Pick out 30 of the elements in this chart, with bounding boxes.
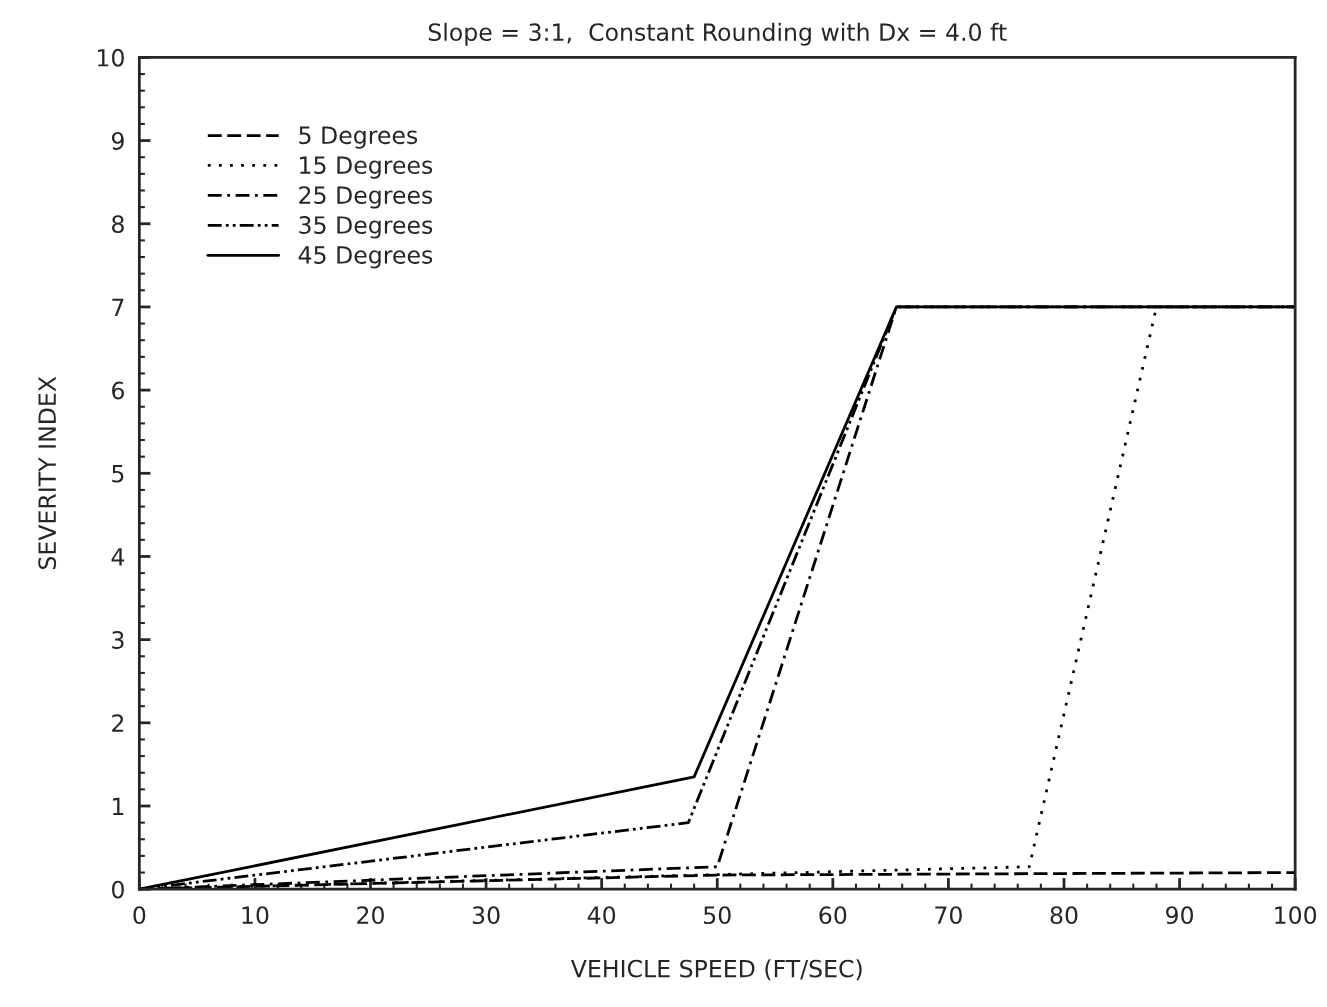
x-tick-label: 50 bbox=[704, 906, 731, 925]
y-axis-title: SEVERITY INDEX bbox=[38, 376, 57, 570]
y-tick-label: 2 bbox=[112, 714, 124, 732]
x-tick-label: 70 bbox=[935, 906, 962, 925]
y-tick-label: 9 bbox=[111, 132, 124, 150]
legend-label: 15 Degrees bbox=[300, 156, 433, 179]
x-tick-label: 100 bbox=[1275, 906, 1317, 925]
y-tick-label: 3 bbox=[112, 631, 124, 649]
y-tick-label: 6 bbox=[112, 381, 124, 400]
y-tick-label: 8 bbox=[112, 215, 124, 234]
x-tick-label: 60 bbox=[819, 906, 847, 925]
x-axis-title: VEHICLE SPEED (FT/SEC) bbox=[570, 959, 862, 981]
legend-label: 25 Degrees bbox=[299, 186, 433, 209]
legend-label: 35 Degrees bbox=[299, 216, 433, 239]
y-tick-label: 10 bbox=[97, 48, 124, 67]
y-tick-label: 7 bbox=[112, 298, 124, 316]
y-tick-label: 1 bbox=[113, 797, 124, 815]
legend-label: 45 Degrees bbox=[298, 246, 433, 269]
chart-title: Slope = 3:1, Constant Rounding with Dx = 4.0 ft bbox=[428, 22, 1007, 46]
y-tick-label: 4 bbox=[111, 548, 125, 566]
y-tick-label: 5 bbox=[112, 465, 124, 483]
x-tick-label: 40 bbox=[587, 906, 616, 925]
x-tick-label: 20 bbox=[357, 906, 384, 925]
x-tick-label: 90 bbox=[1166, 906, 1194, 925]
x-tick-label: 80 bbox=[1050, 906, 1078, 925]
legend-label: 5 Degrees bbox=[299, 126, 418, 149]
x-tick-label: 10 bbox=[242, 906, 269, 925]
y-tick-label: 0 bbox=[111, 880, 124, 899]
x-tick-label: 0 bbox=[133, 906, 146, 925]
x-tick-label: 30 bbox=[472, 906, 500, 925]
